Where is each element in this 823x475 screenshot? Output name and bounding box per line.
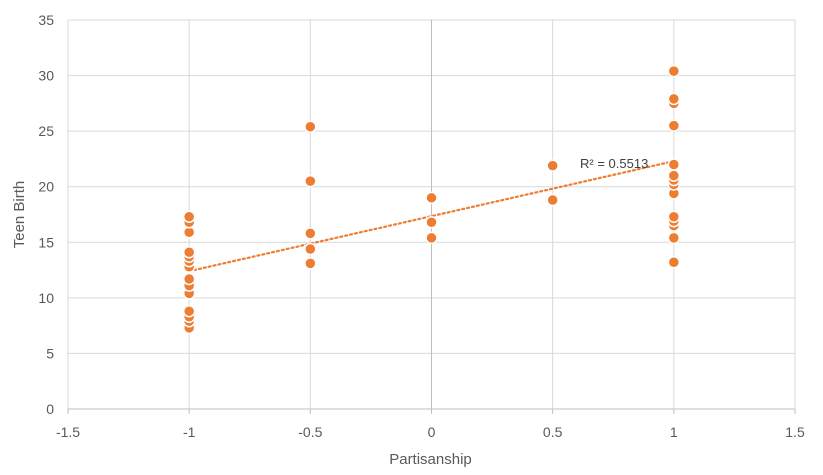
- y-tick-label: 15: [38, 234, 54, 250]
- data-point: [304, 257, 317, 270]
- data-point: [182, 210, 196, 223]
- data-point: [425, 231, 438, 245]
- y-tick-label: 0: [46, 401, 54, 417]
- y-tick-label: 30: [38, 68, 54, 84]
- data-point: [304, 227, 317, 240]
- data-point: [546, 193, 559, 207]
- data-point: [546, 159, 559, 172]
- trendline: [188, 160, 675, 273]
- data-point: [425, 216, 438, 229]
- x-tick-label: -1: [183, 424, 196, 440]
- data-point: [304, 242, 317, 256]
- data-point: [667, 169, 681, 182]
- data-point: [667, 92, 681, 106]
- y-axis-title: Teen Birth: [11, 181, 28, 249]
- x-tick-label: 0: [428, 424, 436, 440]
- x-tick-label: 1: [670, 424, 678, 440]
- x-tick-label: 0.5: [543, 424, 563, 440]
- data-points: [182, 64, 681, 335]
- y-tick-label: 20: [38, 179, 54, 195]
- data-point: [667, 210, 681, 223]
- data-point: [667, 158, 681, 171]
- data-point: [667, 119, 681, 132]
- y-tick-label: 35: [38, 12, 54, 28]
- r-squared-label: R² = 0.5513: [580, 156, 648, 171]
- data-point: [667, 64, 681, 78]
- axes: [67, 20, 796, 414]
- data-point: [182, 304, 196, 318]
- y-tick-label: 10: [38, 290, 54, 306]
- tick-labels: 0 5 10 15 20 25 30 35 -1.5 -1 -0.5 0 0.5 1 1.5: [38, 12, 805, 440]
- x-tick-label: 1.5: [785, 424, 805, 440]
- y-tick-label: 25: [38, 123, 54, 139]
- data-point: [182, 246, 196, 259]
- data-point: [425, 191, 438, 205]
- data-point: [304, 174, 317, 188]
- data-point: [667, 231, 681, 245]
- x-tick-label: -1.5: [56, 424, 80, 440]
- data-point: [667, 256, 681, 269]
- x-axis-title: Partisanship: [389, 451, 472, 468]
- y-tick-label: 5: [46, 345, 54, 361]
- x-tick-label: -0.5: [298, 424, 322, 440]
- data-point: [304, 120, 317, 133]
- trendline-group: [188, 160, 675, 273]
- data-point: [182, 272, 196, 286]
